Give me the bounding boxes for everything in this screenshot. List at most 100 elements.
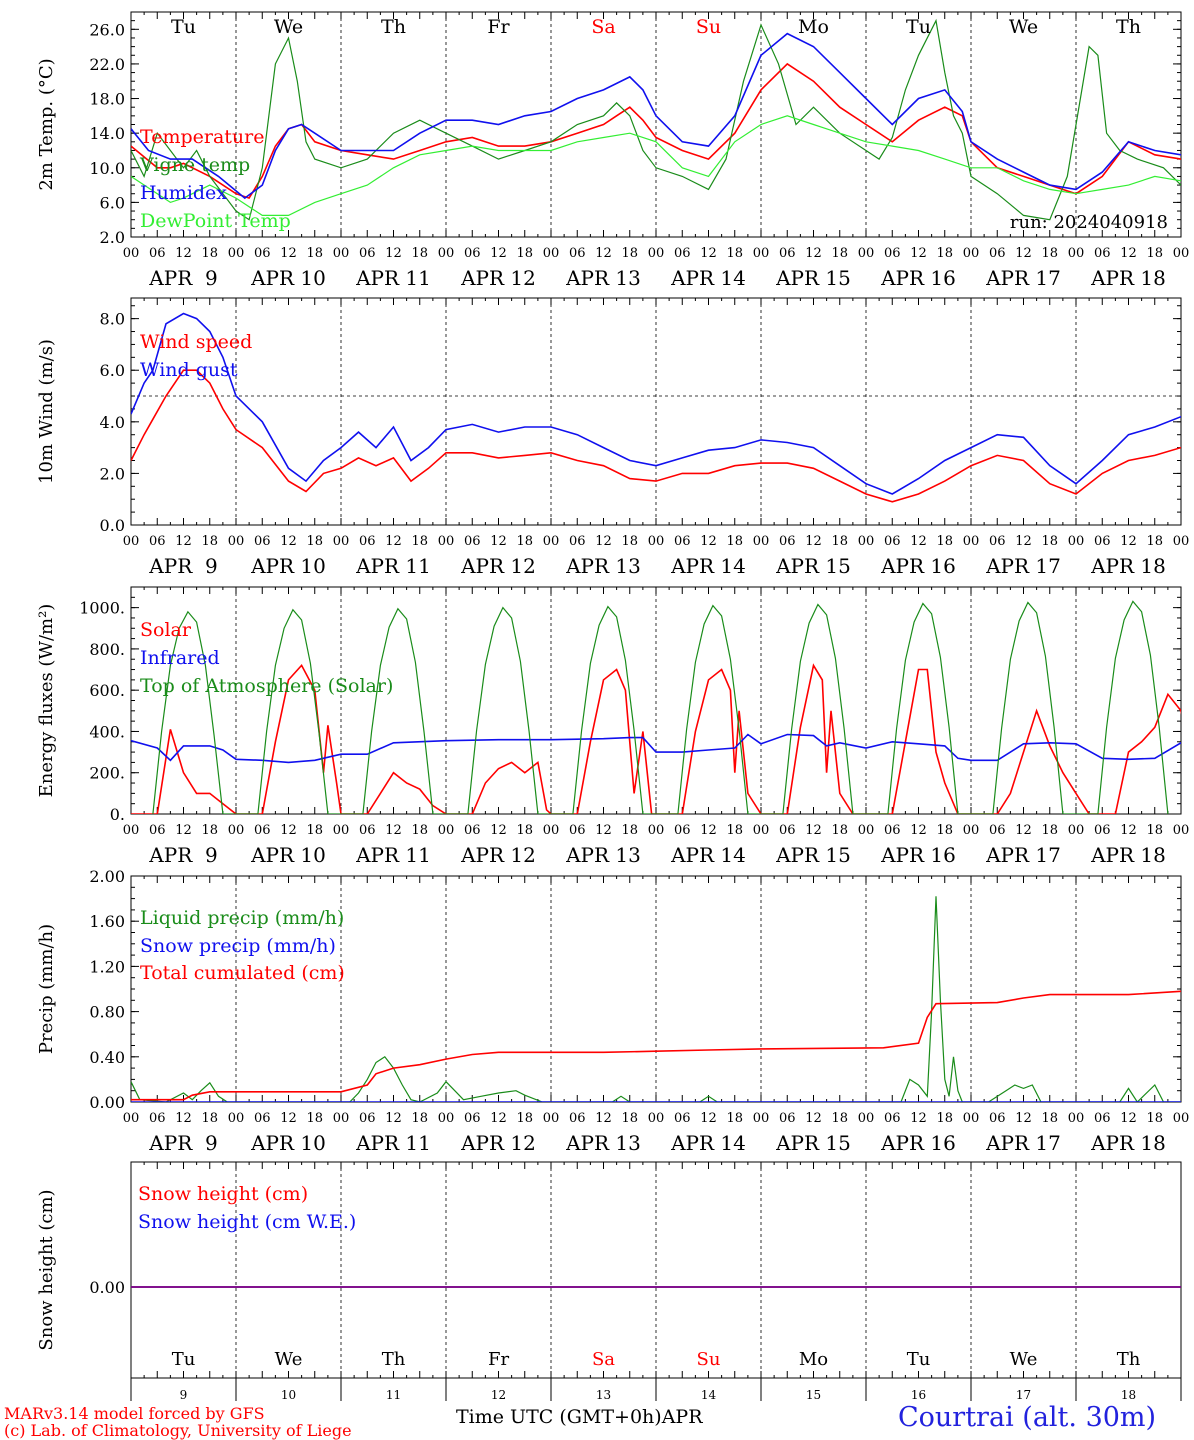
day-label: APR 18 [1090,554,1166,578]
y-tick-label: 0.00 [89,1093,125,1112]
hour-tick-label: 00 [228,534,245,549]
hour-tick-label: 18 [831,823,848,838]
hour-tick-label: 00 [858,1111,875,1126]
y-tick-label: 18.0 [89,90,125,109]
hour-tick-label: 12 [910,1111,927,1126]
hour-tick-label: 00 [543,246,560,261]
day-label: APR 17 [985,1131,1061,1155]
hour-tick-label: 12 [1015,534,1032,549]
day-label: APR 11 [355,1131,431,1155]
hour-tick-label: 12 [700,246,717,261]
hour-tick-label: 18 [621,534,638,549]
y-tick-label: 1000. [79,599,125,618]
weekday-label: Th [382,1349,406,1370]
hour-tick-label: 12 [700,534,717,549]
hour-tick-label: 12 [1015,246,1032,261]
day-number-label: 15 [806,1388,821,1402]
hour-tick-label: 18 [411,1111,428,1126]
hour-tick-label: 00 [753,534,770,549]
hour-tick-label: 06 [254,823,271,838]
hour-tick-label: 18 [516,1111,533,1126]
day-number-label: 16 [911,1388,926,1402]
legend-entry: Humidex [140,182,227,204]
precip-panel: 0.00 0.40 0.80 1.20 1.60 2.00 Precip (mm/h) Liq… [36,867,1189,1155]
hour-tick-label: 00 [963,246,980,261]
hour-tick-label: 18 [621,246,638,261]
day-label: APR 15 [775,554,851,578]
day-label: APR 12 [460,1131,536,1155]
y-tick-label: 26.0 [89,20,125,39]
hour-tick-label: 00 [438,534,455,549]
hour-tick-label: 12 [280,246,297,261]
day-label: APR 18 [1090,266,1166,290]
y-tick-label: 0.0 [100,516,125,535]
legend-entry: Solar [140,619,192,641]
y-tick-label: 200. [89,764,125,783]
legend-entry: Snow height (cm W.E.) [138,1211,356,1233]
hour-tick-label: 06 [989,246,1006,261]
day-label: APR 17 [985,266,1061,290]
hour-tick-label: 06 [779,1111,796,1126]
hour-tick-label: 06 [674,534,691,549]
hour-tick-label: 00 [963,1111,980,1126]
hour-tick-label: 06 [149,823,166,838]
y-tick-label: 2.0 [100,464,125,483]
day-label: APR 14 [670,1131,746,1155]
hour-tick-label: 00 [858,823,875,838]
hour-tick-label: 12 [595,823,612,838]
weekday-label: Tu [907,1349,931,1370]
hour-tick-label: 18 [1041,823,1058,838]
y-tick-label: 600. [89,681,125,700]
hour-tick-label: 12 [1015,1111,1032,1126]
y-tick-label: 1.20 [89,957,125,976]
day-label: APR 10 [250,266,326,290]
hour-tick-label: 06 [464,246,481,261]
hour-tick-label: 12 [385,246,402,261]
day-label: APR 12 [460,266,536,290]
day-label: APR 15 [775,1131,851,1155]
temperature-y-axis-label: 2m Temp. (°C) [36,58,57,190]
day-label: APR 10 [250,554,326,578]
hour-tick-label: 06 [359,246,376,261]
snow-y-axis-label: Snow height (cm) [36,1189,57,1350]
hour-tick-label: 00 [228,1111,245,1126]
legend-entry: Temperature [140,126,264,148]
hour-tick-label: 00 [963,823,980,838]
hour-tick-label: 06 [779,246,796,261]
hour-tick-label: 18 [1146,1111,1163,1126]
hour-tick-label: 12 [1120,534,1137,549]
series-top-of-atmosphere-solar [152,600,1169,814]
hour-tick-label: 12 [805,823,822,838]
hour-tick-label: 00 [1068,534,1085,549]
hour-tick-label: 18 [726,534,743,549]
hour-tick-label: 06 [779,534,796,549]
weekday-label: Fr [488,1349,509,1370]
hour-tick-label: 18 [201,534,218,549]
hour-tick-label: 06 [1094,1111,1111,1126]
hour-tick-label: 12 [805,246,822,261]
hour-tick-label: 06 [254,246,271,261]
model-credit: MARv3.14 model forced by GFS [4,1404,265,1423]
y-tick-label: 0. [110,805,125,824]
y-tick-label: 6.0 [100,193,125,212]
hour-tick-label: 06 [149,534,166,549]
hour-tick-label: 12 [385,1111,402,1126]
hour-tick-label: 06 [569,534,586,549]
hour-tick-label: 12 [1015,823,1032,838]
hour-tick-label: 18 [306,823,323,838]
hour-tick-label: 12 [490,823,507,838]
series-infrared [131,733,1181,764]
hour-tick-label: 06 [464,534,481,549]
hour-tick-label: 00 [228,246,245,261]
x-axis-label: Time UTC (GMT+0h)APR [456,1406,703,1428]
weekday-label: We [274,16,303,38]
day-label: APR 15 [775,266,851,290]
day-label: APR 18 [1090,1131,1166,1155]
day-label: APR 15 [775,843,851,867]
legend-entry: Snow height (cm) [138,1183,308,1205]
legend-entry: Total cumulated (cm) [140,962,345,984]
hour-tick-label: 12 [1120,1111,1137,1126]
hour-tick-label: 00 [123,823,140,838]
hour-tick-label: 00 [648,1111,665,1126]
